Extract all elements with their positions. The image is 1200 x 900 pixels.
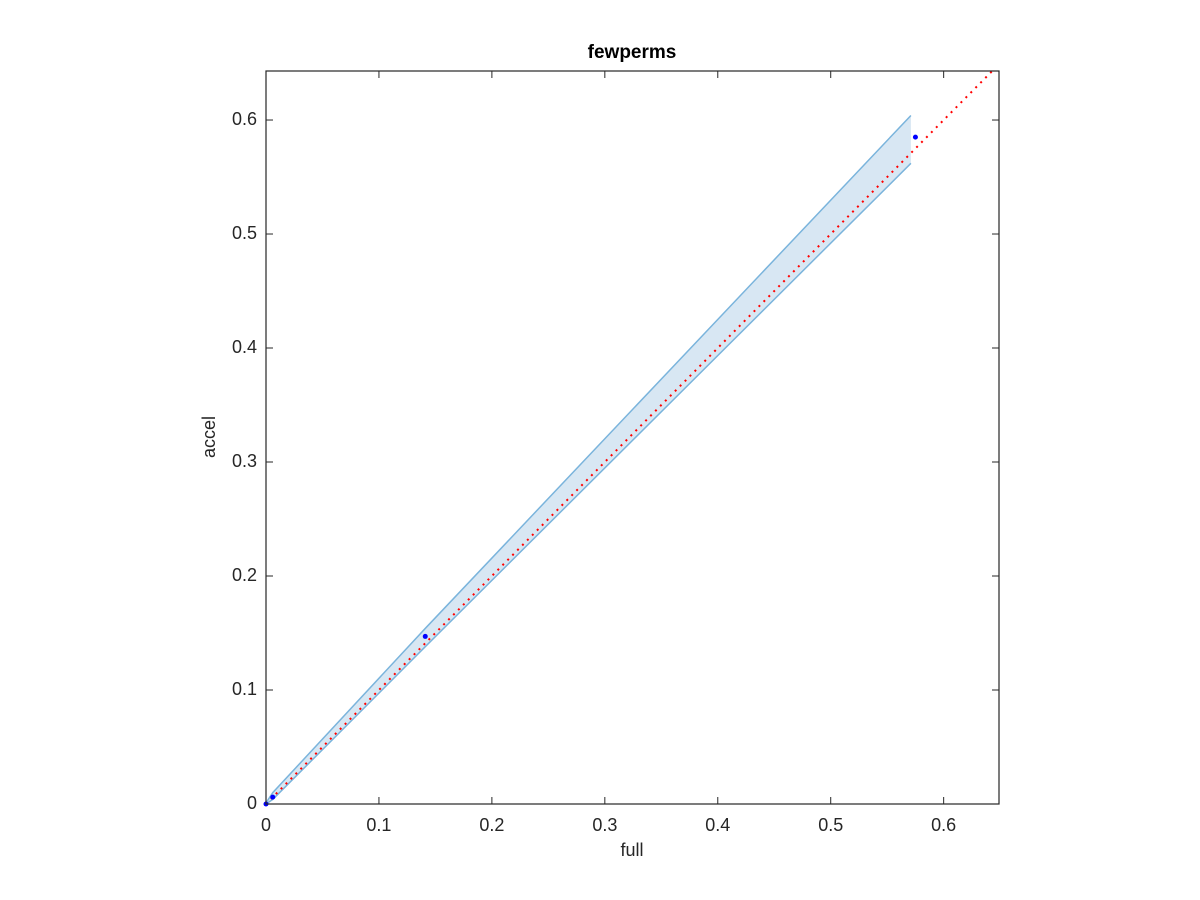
x-tick-label: 0.3 xyxy=(592,815,617,835)
x-tick-label: 0.2 xyxy=(479,815,504,835)
x-tick-label: 0.4 xyxy=(705,815,730,835)
confidence-band xyxy=(266,115,911,804)
axes-box xyxy=(265,70,1000,805)
x-tick-label: 0.5 xyxy=(818,815,843,835)
y-tick-label: 0 xyxy=(247,793,257,813)
y-tick-label: 0.5 xyxy=(232,223,257,243)
data-point xyxy=(912,134,918,140)
data-point xyxy=(422,633,428,639)
x-tick-label: 0.6 xyxy=(931,815,956,835)
x-axis-label: full xyxy=(620,840,643,860)
y-axis-label: accel xyxy=(199,416,219,458)
band-upper-line xyxy=(265,114,912,804)
chart-title: fewperms xyxy=(588,42,677,63)
y-tick-label: 0.2 xyxy=(232,565,257,585)
y-tick-label: 0.3 xyxy=(232,451,257,471)
y-tick-label: 0.1 xyxy=(232,679,257,699)
band-lower-line xyxy=(265,162,912,805)
y-tick-label: 0.6 xyxy=(232,109,257,129)
data-point xyxy=(270,794,276,800)
y-tick-label: 0.4 xyxy=(232,337,257,357)
x-tick-label: 0.1 xyxy=(366,815,391,835)
x-tick-label: 0 xyxy=(261,815,271,835)
